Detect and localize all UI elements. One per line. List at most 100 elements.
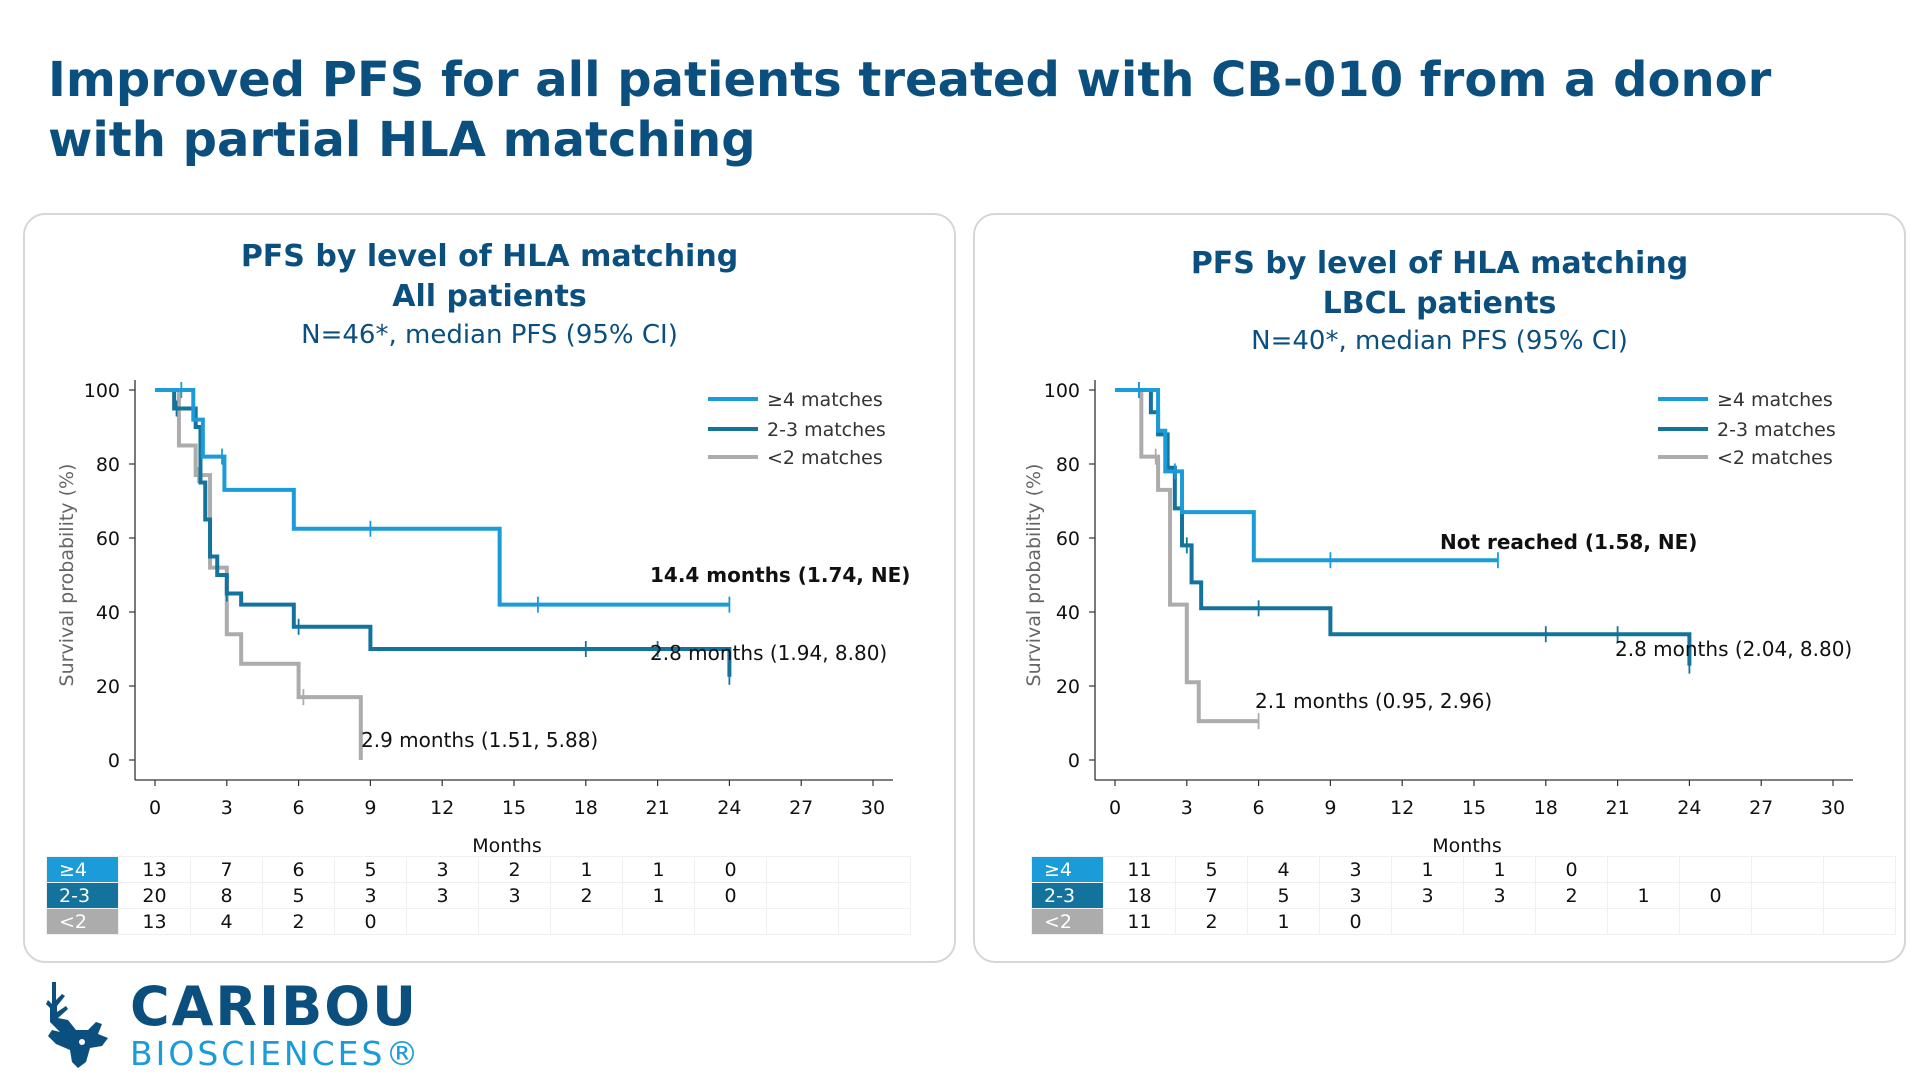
x-axis-title: Months bbox=[472, 835, 541, 855]
x-tick-label: 6 bbox=[293, 797, 305, 819]
x-tick-label: 15 bbox=[502, 797, 526, 819]
risk-count-cell bbox=[550, 908, 623, 935]
risk-count-cell: 1 bbox=[1463, 856, 1536, 883]
risk-count-cell: 2 bbox=[550, 882, 623, 909]
risk-table-row: <2 11 2 1 0 bbox=[1031, 908, 1896, 935]
km-series-line bbox=[1115, 388, 1498, 563]
risk-count-cell: 1 bbox=[1607, 882, 1680, 909]
risk-count-cell bbox=[1751, 882, 1824, 909]
risk-table-row: 2-3 20 8 5 3 3 3 2 1 0 bbox=[46, 882, 911, 909]
risk-count-cell: 5 bbox=[262, 882, 335, 909]
median-pfs-annotation: 2.8 months (2.04, 8.80) bbox=[1615, 637, 1852, 661]
risk-count-cell: 0 bbox=[1679, 882, 1752, 909]
x-tick-label: 12 bbox=[430, 797, 454, 819]
risk-group-label: ≥4 bbox=[1031, 856, 1104, 883]
risk-group-label: <2 bbox=[46, 908, 119, 935]
risk-count-cell: 4 bbox=[1247, 856, 1320, 883]
logo-wordmark-caribou: CARIBOU bbox=[130, 975, 419, 1038]
km-series-line bbox=[1115, 388, 1692, 666]
risk-count-cell bbox=[406, 908, 479, 935]
risk-count-cell bbox=[622, 908, 695, 935]
risk-count-cell: 0 bbox=[1319, 908, 1392, 935]
x-tick-label: 6 bbox=[1253, 797, 1265, 819]
risk-count-cell: 3 bbox=[1319, 856, 1392, 883]
risk-table-all-patients: ≥4 13 7 6 5 3 2 1 1 0 2-3 20 8 5 3 3 3 2 1 0 <2 13 4 2 0 bbox=[46, 856, 911, 935]
risk-count-cell: 3 bbox=[334, 882, 407, 909]
risk-group-label: 2-3 bbox=[1031, 882, 1104, 909]
risk-group-label: ≥4 bbox=[46, 856, 119, 883]
risk-count-cell: 1 bbox=[1391, 856, 1464, 883]
risk-count-cell bbox=[694, 908, 767, 935]
risk-table-row: ≥4 11 5 4 3 1 1 0 bbox=[1031, 856, 1896, 883]
risk-count-cell: 8 bbox=[190, 882, 263, 909]
risk-count-cell: 13 bbox=[118, 856, 191, 883]
risk-count-cell: 4 bbox=[190, 908, 263, 935]
x-tick-label: 24 bbox=[717, 797, 741, 819]
risk-count-cell bbox=[838, 882, 911, 909]
risk-count-cell: 2 bbox=[1175, 908, 1248, 935]
y-tick-label: 80 bbox=[1056, 454, 1080, 476]
panel-title: PFS by level of HLA matching bbox=[240, 239, 739, 274]
y-tick-label: 0 bbox=[108, 750, 120, 772]
y-tick-label: 60 bbox=[1056, 528, 1080, 550]
risk-count-cell bbox=[1679, 856, 1752, 883]
risk-count-cell: 18 bbox=[1103, 882, 1176, 909]
risk-count-cell bbox=[1751, 856, 1824, 883]
risk-count-cell: 3 bbox=[1391, 882, 1464, 909]
median-pfs-annotation: Not reached (1.58, NE) bbox=[1440, 530, 1697, 554]
x-tick-label: 30 bbox=[1821, 797, 1845, 819]
risk-count-cell bbox=[1535, 908, 1608, 935]
risk-count-cell: 1 bbox=[1247, 908, 1320, 935]
risk-count-cell: 3 bbox=[478, 882, 551, 909]
km-plot-all-patients: 0 20 40 60 80 100 0 3 6 9 12 15 18 21 24 27 30 Months Surv… bbox=[56, 380, 910, 855]
x-tick-label: 3 bbox=[1181, 797, 1193, 819]
risk-count-cell bbox=[766, 908, 839, 935]
km-series-line bbox=[155, 388, 730, 607]
risk-count-cell: 13 bbox=[118, 908, 191, 935]
risk-count-cell bbox=[1463, 908, 1536, 935]
y-tick-label: 40 bbox=[96, 602, 120, 624]
x-tick-label: 18 bbox=[574, 797, 598, 819]
legend-label: <2 matches bbox=[767, 447, 883, 469]
risk-count-cell bbox=[1751, 908, 1824, 935]
risk-count-cell: 5 bbox=[1175, 856, 1248, 883]
risk-count-cell: 3 bbox=[406, 882, 479, 909]
y-tick-label: 100 bbox=[1044, 380, 1080, 402]
caribou-logo: CARIBOU BIOSCIENCES® bbox=[42, 978, 462, 1078]
panel-caption: N=40*, median PFS (95% CI) bbox=[1251, 326, 1628, 356]
km-series-line bbox=[155, 388, 363, 760]
panel-caption: N=46*, median PFS (95% CI) bbox=[301, 320, 678, 350]
y-axis-title: Survival probability (%) bbox=[56, 464, 78, 687]
risk-count-cell: 3 bbox=[1463, 882, 1536, 909]
km-series-line bbox=[1115, 388, 1259, 724]
y-tick-label: 40 bbox=[1056, 602, 1080, 624]
y-tick-label: 0 bbox=[1068, 750, 1080, 772]
risk-count-cell bbox=[1823, 908, 1896, 935]
risk-count-cell: 1 bbox=[622, 882, 695, 909]
x-tick-label: 21 bbox=[646, 797, 670, 819]
risk-count-cell bbox=[1823, 856, 1896, 883]
risk-count-cell: 3 bbox=[406, 856, 479, 883]
x-axis-title: Months bbox=[1432, 835, 1501, 855]
legend-label: 2-3 matches bbox=[1717, 419, 1836, 441]
x-tick-label: 9 bbox=[364, 797, 376, 819]
risk-table-lbcl-patients: ≥4 11 5 4 3 1 1 0 2-3 18 7 5 3 3 3 2 1 0 <2 11 2 1 0 bbox=[1031, 856, 1896, 935]
median-pfs-annotation: 2.9 months (1.51, 5.88) bbox=[361, 728, 598, 752]
risk-count-cell: 5 bbox=[334, 856, 407, 883]
risk-count-cell: 1 bbox=[550, 856, 623, 883]
y-axis-title: Survival probability (%) bbox=[1023, 464, 1045, 687]
chart-panel-all-patients: PFS by level of HLA matching All patient… bbox=[23, 213, 956, 963]
risk-count-cell: 6 bbox=[262, 856, 335, 883]
chart-panel-lbcl-patients: PFS by level of HLA matching LBCL patien… bbox=[973, 213, 1906, 963]
risk-count-cell bbox=[1607, 856, 1680, 883]
x-tick-label: 30 bbox=[861, 797, 885, 819]
x-tick-label: 15 bbox=[1462, 797, 1486, 819]
risk-count-cell: 0 bbox=[334, 908, 407, 935]
risk-count-cell: 11 bbox=[1103, 856, 1176, 883]
x-tick-label: 27 bbox=[789, 797, 813, 819]
legend-label: ≥4 matches bbox=[1717, 389, 1833, 411]
x-tick-label: 27 bbox=[1749, 797, 1773, 819]
risk-group-label: 2-3 bbox=[46, 882, 119, 909]
risk-count-cell bbox=[766, 856, 839, 883]
panel-subtitle: LBCL patients bbox=[1322, 286, 1557, 321]
